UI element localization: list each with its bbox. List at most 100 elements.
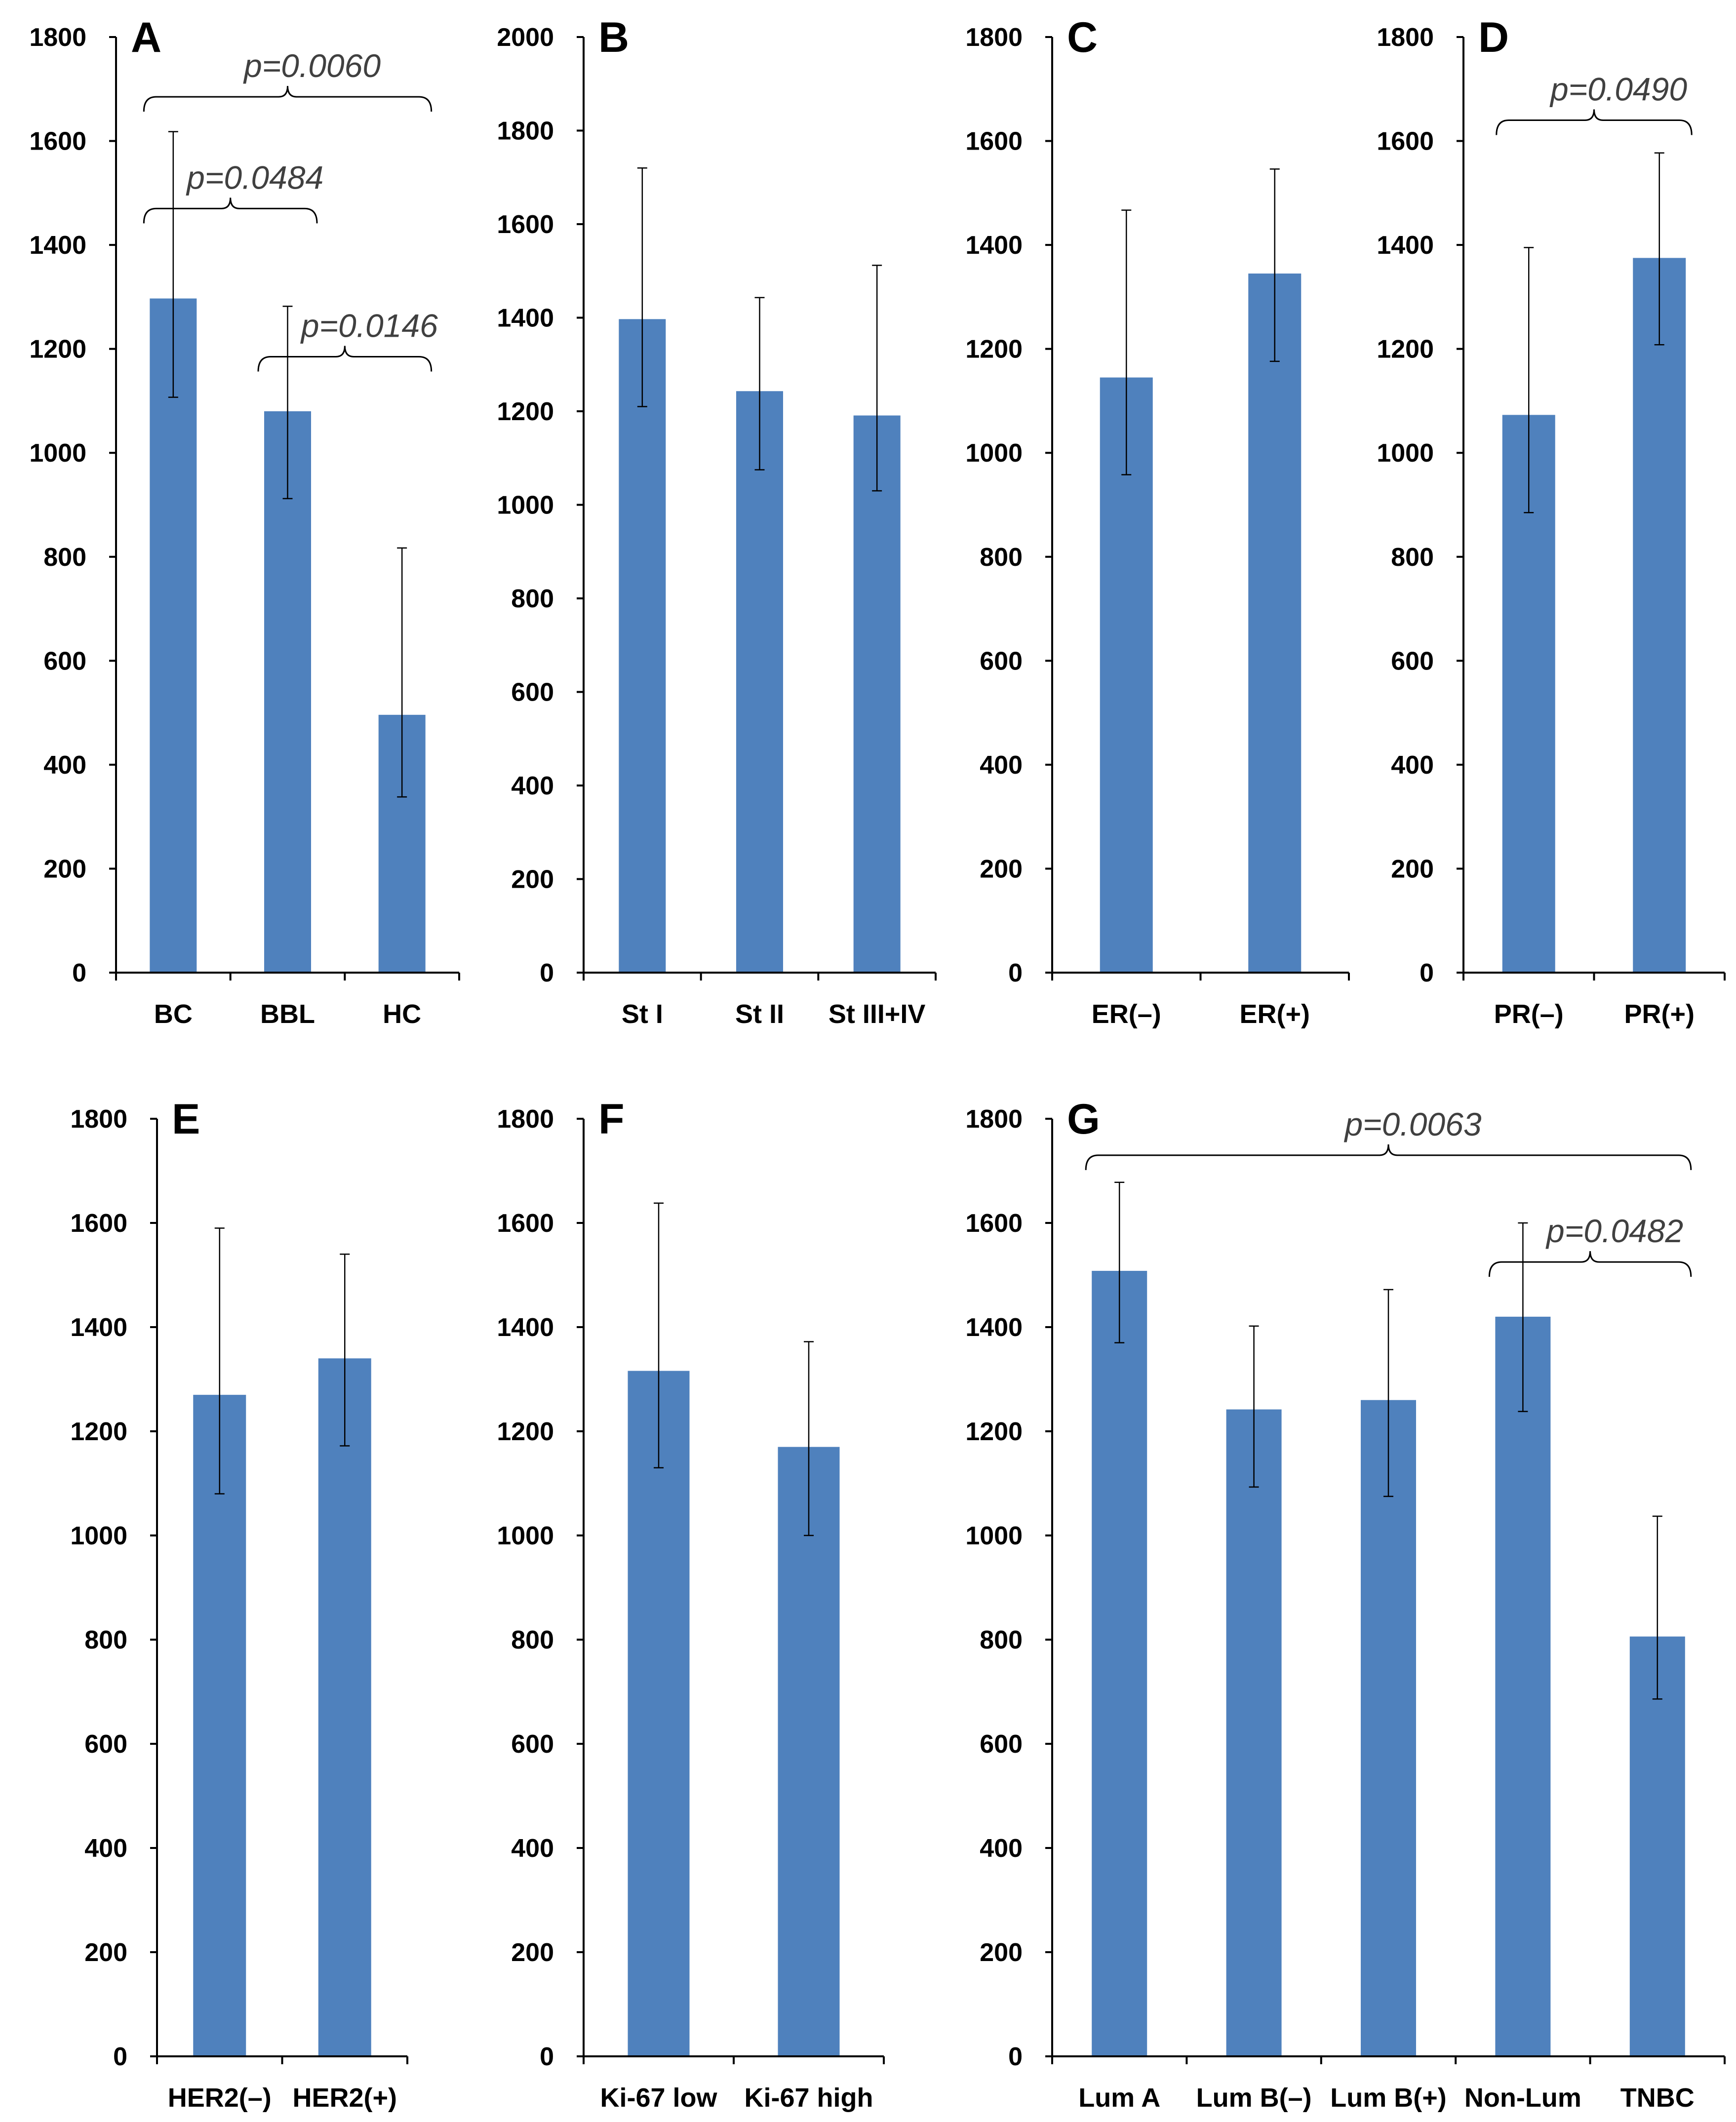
p-value-label: p=0.0490 [1549, 71, 1687, 107]
error-bar-G-4 [1518, 1222, 1528, 1413]
p-value-label: p=0.0060 [243, 47, 381, 84]
category-label: Ki-67 high [744, 2083, 873, 2113]
bar-B-2 [736, 391, 783, 973]
panel-letter: G [1067, 1096, 1100, 1143]
y-tick-label: 2000 [497, 23, 554, 52]
y-tick-label: 400 [1391, 751, 1434, 780]
error-bar-B-3 [872, 265, 882, 492]
bar-B-1 [619, 319, 666, 973]
y-tick-label: 1000 [965, 439, 1023, 468]
y-tick-label: 200 [84, 1938, 127, 1967]
bar-C-1 [1100, 377, 1153, 973]
y-tick-label: 0 [540, 959, 554, 987]
y-tick-label: 400 [511, 772, 554, 800]
y-tick-label: 1800 [70, 1105, 127, 1134]
y-tick-label: 1600 [497, 1209, 554, 1238]
y-tick-label: 1000 [965, 1522, 1023, 1550]
error-bar-C-1 [1121, 209, 1132, 475]
category-label: St II [735, 999, 784, 1029]
error-bar-E-2 [340, 1254, 350, 1447]
y-tick-label: 0 [1008, 959, 1023, 987]
significance-brace [143, 197, 318, 224]
bar-E-2 [318, 1358, 371, 2056]
y-tick-label: 1200 [1377, 335, 1434, 364]
error-bar-A-2 [282, 306, 293, 500]
y-tick-label: 800 [43, 543, 86, 572]
y-tick-label: 600 [511, 1730, 554, 1759]
bar-G-1 [1092, 1271, 1147, 2056]
bar-E-1 [193, 1395, 246, 2056]
y-tick-label: 200 [980, 855, 1023, 883]
y-tick-label: 1200 [497, 1417, 554, 1446]
bar-G-5 [1629, 1636, 1685, 2056]
error-bar-E-1 [214, 1227, 225, 1494]
y-tick-label: 800 [84, 1626, 127, 1654]
panel-letter: F [598, 1096, 625, 1143]
y-tick-label: 1800 [29, 23, 86, 52]
bar-B-3 [853, 415, 901, 973]
category-label: HER2(–) [168, 2083, 272, 2113]
y-tick-label: 200 [511, 865, 554, 894]
y-tick-label: 1600 [29, 127, 86, 156]
y-tick-label: 200 [980, 1938, 1023, 1967]
panel-E: 0 200 400 600 800 1000 1200 1400 1600 1800 HER2(–)… [70, 1096, 408, 2113]
y-tick-label: 600 [84, 1730, 127, 1759]
bar-A-1 [150, 298, 197, 973]
y-tick-label: 1600 [70, 1209, 127, 1238]
y-tick-label: 1000 [70, 1522, 127, 1550]
y-tick-label: 200 [511, 1938, 554, 1967]
category-label: Lum A [1078, 2083, 1160, 2113]
y-tick-label: 1600 [965, 1209, 1023, 1238]
y-tick-label: 1400 [497, 304, 554, 333]
category-label: ER(+) [1239, 999, 1310, 1029]
y-tick-label: 1800 [497, 117, 554, 146]
panel-letter: B [598, 14, 629, 61]
y-tick-label: 1600 [1377, 127, 1434, 156]
category-label: PR(+) [1624, 999, 1695, 1029]
significance-brace [1085, 1144, 1692, 1170]
panel-letter: A [131, 14, 161, 61]
category-label: Non-Lum [1464, 2083, 1581, 2113]
p-value-label: p=0.0063 [1343, 1106, 1481, 1142]
significance-brace [1496, 109, 1693, 135]
y-tick-label: 600 [980, 1730, 1023, 1759]
bar-F-2 [778, 1447, 840, 2056]
p-value-label: p=0.0482 [1545, 1213, 1683, 1249]
error-bar-B-1 [637, 167, 647, 407]
y-tick-label: 800 [980, 1626, 1023, 1654]
y-tick-label: 1800 [1377, 23, 1434, 52]
error-bar-F-1 [654, 1202, 664, 1469]
category-label: St I [622, 999, 663, 1029]
significance-brace [143, 86, 433, 112]
error-bar-G-2 [1249, 1325, 1259, 1488]
bar-C-2 [1248, 274, 1302, 973]
y-tick-label: 0 [1008, 2043, 1023, 2071]
y-tick-label: 0 [113, 2043, 127, 2071]
y-tick-label: 200 [1391, 855, 1434, 883]
y-tick-label: 400 [511, 1834, 554, 1863]
y-tick-label: 1000 [497, 1522, 554, 1550]
category-label: TNBC [1620, 2083, 1695, 2113]
error-bar-A-3 [397, 547, 407, 798]
bar-D-2 [1633, 258, 1686, 973]
error-bar-D-2 [1654, 152, 1664, 346]
error-bar-B-2 [754, 297, 765, 471]
y-tick-label: 1000 [497, 491, 554, 520]
y-tick-label: 0 [540, 2043, 554, 2071]
category-label: ER(–) [1092, 999, 1161, 1029]
panel-letter: C [1067, 14, 1098, 61]
category-label: Lum B(–) [1196, 2083, 1312, 2113]
y-tick-label: 1400 [965, 1313, 1023, 1342]
significance-brace [1488, 1251, 1692, 1277]
p-value-label: p=0.0484 [186, 159, 323, 196]
y-tick-label: 1200 [70, 1417, 127, 1446]
y-tick-label: 1400 [29, 231, 86, 260]
panel-A: 0 200 400 600 800 1000 1200 1400 1600 1800 BC BBL HC… [29, 14, 460, 1029]
y-tick-label: 600 [43, 647, 86, 675]
bar-G-2 [1226, 1409, 1282, 2056]
y-tick-label: 1800 [965, 1105, 1023, 1134]
y-tick-label: 1200 [29, 335, 86, 364]
bar-G-4 [1495, 1316, 1551, 2056]
y-tick-label: 800 [511, 585, 554, 613]
